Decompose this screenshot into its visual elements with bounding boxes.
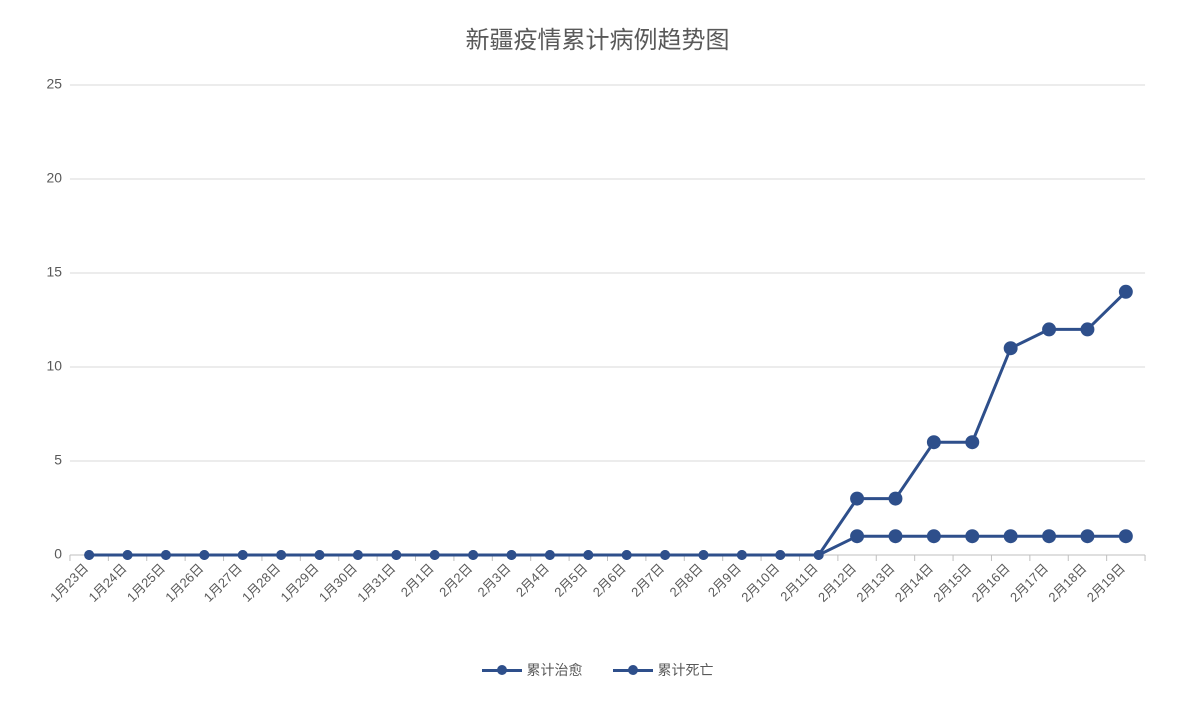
x-tick-label: 2月14日 <box>892 560 936 604</box>
series-point-1 <box>353 550 363 560</box>
series-point-1 <box>889 529 903 543</box>
series-point-1 <box>583 550 593 560</box>
series-point-1 <box>1080 529 1094 543</box>
series-point-1 <box>84 550 94 560</box>
x-tick-label: 1月23日 <box>47 560 91 604</box>
x-tick-label: 2月5日 <box>551 560 590 599</box>
series-point-1 <box>199 550 209 560</box>
series-point-1 <box>276 550 286 560</box>
series-point-1 <box>814 550 824 560</box>
y-tick-label: 25 <box>46 76 62 92</box>
series-point-0 <box>965 435 979 449</box>
series-point-1 <box>391 550 401 560</box>
series-point-1 <box>699 550 709 560</box>
series-point-1 <box>622 550 632 560</box>
chart-svg: 05101520251月23日1月24日1月25日1月26日1月27日1月28日… <box>60 75 1155 605</box>
x-tick-label: 2月11日 <box>777 560 820 604</box>
y-tick-label: 5 <box>54 452 62 468</box>
y-tick-label: 15 <box>46 264 62 280</box>
series-point-0 <box>1080 322 1094 336</box>
legend-item-cured: 累计治愈 <box>482 660 583 680</box>
x-tick-label: 2月8日 <box>667 560 706 599</box>
x-tick-label: 2月12日 <box>815 560 859 604</box>
legend: 累计治愈 累计死亡 <box>20 660 1175 680</box>
series-point-1 <box>965 529 979 543</box>
x-tick-label: 1月27日 <box>201 560 245 604</box>
x-tick-label: 1月31日 <box>354 560 398 604</box>
series-point-1 <box>775 550 785 560</box>
x-tick-label: 2月17日 <box>1007 560 1051 604</box>
series-point-1 <box>850 529 864 543</box>
x-tick-label: 1月25日 <box>124 560 168 604</box>
series-point-1 <box>1119 529 1133 543</box>
legend-marker-death <box>613 663 653 677</box>
x-tick-label: 2月3日 <box>475 560 514 599</box>
x-tick-label: 2月15日 <box>930 560 974 604</box>
series-point-0 <box>850 492 864 506</box>
x-tick-label: 2月1日 <box>398 560 437 599</box>
series-line-0 <box>89 292 1126 555</box>
series-point-1 <box>545 550 555 560</box>
series-point-1 <box>123 550 133 560</box>
series-point-1 <box>507 550 517 560</box>
legend-label-cured: 累计治愈 <box>527 660 583 680</box>
y-tick-label: 20 <box>46 170 62 186</box>
x-tick-label: 1月26日 <box>162 560 206 604</box>
x-tick-label: 2月13日 <box>853 560 897 604</box>
series-point-1 <box>468 550 478 560</box>
series-point-1 <box>660 550 670 560</box>
x-tick-label: 1月29日 <box>277 560 321 604</box>
series-point-0 <box>889 492 903 506</box>
chart-container: 新疆疫情累计病例趋势图 05101520251月23日1月24日1月25日1月2… <box>0 0 1195 706</box>
x-tick-label: 2月7日 <box>628 560 667 599</box>
series-point-1 <box>161 550 171 560</box>
legend-marker-cured <box>482 663 522 677</box>
x-tick-label: 2月10日 <box>738 560 782 604</box>
series-point-1 <box>1042 529 1056 543</box>
series-point-1 <box>315 550 325 560</box>
y-tick-label: 10 <box>46 358 62 374</box>
x-tick-label: 1月24日 <box>86 560 130 604</box>
x-tick-label: 2月6日 <box>590 560 629 599</box>
series-point-1 <box>927 529 941 543</box>
chart-title: 新疆疫情累计病例趋势图 <box>20 20 1175 55</box>
x-tick-label: 2月19日 <box>1084 560 1128 604</box>
series-point-0 <box>1119 285 1133 299</box>
x-tick-label: 2月4日 <box>513 560 552 599</box>
legend-dot-death <box>628 665 638 675</box>
legend-label-death: 累计死亡 <box>658 660 714 680</box>
x-tick-label: 2月18日 <box>1045 560 1089 604</box>
series-point-0 <box>1042 322 1056 336</box>
y-tick-label: 0 <box>54 546 62 562</box>
series-point-0 <box>927 435 941 449</box>
series-point-0 <box>1004 341 1018 355</box>
plot-area: 05101520251月23日1月24日1月25日1月26日1月27日1月28日… <box>60 75 1155 605</box>
x-tick-label: 1月30日 <box>316 560 360 604</box>
x-tick-label: 2月16日 <box>969 560 1013 604</box>
series-point-1 <box>430 550 440 560</box>
series-point-1 <box>1004 529 1018 543</box>
series-point-1 <box>238 550 248 560</box>
legend-dot-cured <box>497 665 507 675</box>
legend-item-death: 累计死亡 <box>613 660 714 680</box>
x-tick-label: 1月28日 <box>239 560 283 604</box>
x-tick-label: 2月2日 <box>436 560 475 599</box>
series-point-1 <box>737 550 747 560</box>
